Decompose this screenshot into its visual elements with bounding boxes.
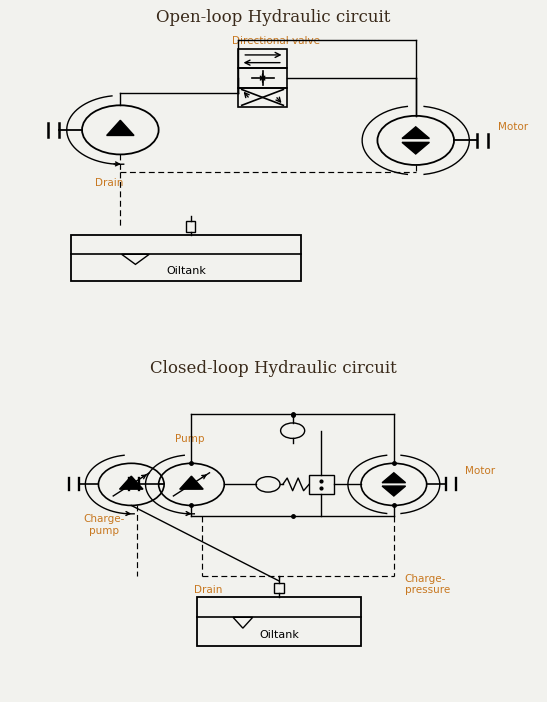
Bar: [274, 583, 284, 593]
Text: Drain: Drain: [95, 178, 124, 188]
Text: Charge-
pressure: Charge- pressure: [405, 574, 450, 595]
Text: Motor: Motor: [498, 122, 528, 132]
Text: Charge-
pump: Charge- pump: [83, 514, 125, 536]
Bar: [185, 221, 195, 232]
Polygon shape: [107, 120, 134, 135]
Text: Oiltank: Oiltank: [259, 630, 299, 640]
Polygon shape: [180, 476, 203, 489]
Polygon shape: [382, 472, 405, 483]
Bar: [238, 49, 287, 68]
Text: Motor: Motor: [465, 466, 495, 476]
Polygon shape: [120, 476, 143, 489]
Text: Drain: Drain: [194, 585, 222, 595]
Bar: [309, 475, 334, 494]
Polygon shape: [402, 127, 429, 138]
Text: Directional valve: Directional valve: [232, 36, 321, 46]
Polygon shape: [382, 486, 405, 496]
Text: Oiltank: Oiltank: [166, 266, 206, 276]
Bar: [197, 597, 361, 646]
Polygon shape: [402, 143, 429, 154]
Bar: [71, 235, 301, 281]
Bar: [238, 69, 287, 88]
Text: Pump: Pump: [175, 435, 205, 444]
Text: Closed-loop Hydraulic circuit: Closed-loop Hydraulic circuit: [150, 360, 397, 377]
Bar: [238, 88, 287, 107]
Text: Open-loop Hydraulic circuit: Open-loop Hydraulic circuit: [156, 9, 391, 26]
